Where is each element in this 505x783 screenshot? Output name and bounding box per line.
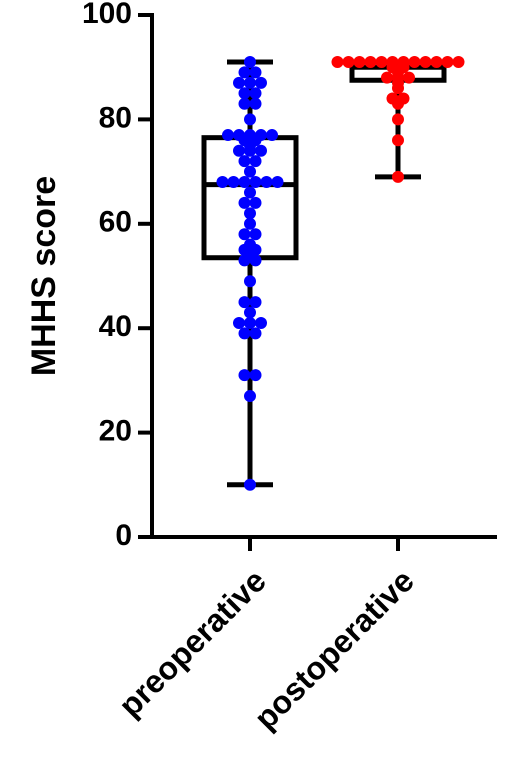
data-point [244,76,256,89]
data-point [260,176,273,189]
data-point [244,275,256,288]
data-point [392,170,404,183]
data-point [238,155,251,168]
data-point [238,296,251,309]
data-point [392,134,404,147]
data-point [244,217,256,230]
data-point [255,76,267,89]
data-point [249,228,262,241]
data-point [452,55,465,68]
data-point [430,55,443,68]
x-tick-label: preoperative [112,562,273,723]
y-tick-label: 20 [99,415,132,448]
data-point [244,165,256,178]
data-point [255,144,267,157]
data-point [244,207,256,220]
data-point [249,254,262,267]
data-point [249,296,262,309]
data-point [255,316,267,329]
data-point [249,155,262,168]
data-point [238,87,251,100]
x-tick-label: postoperative [247,562,421,736]
data-point [238,228,251,241]
data-point [244,186,256,199]
data-point [216,176,229,189]
data-point [403,71,415,84]
data-point [244,306,256,319]
data-point [238,369,251,382]
data-point [249,369,262,382]
y-tick-label: 60 [99,206,132,239]
data-point [244,478,256,491]
data-point [244,390,256,403]
y-tick-label: 40 [99,310,132,343]
data-point [244,55,256,68]
data-point [419,55,432,68]
data-point [244,113,256,126]
data-point [441,55,454,68]
data-point [238,66,251,79]
data-point [238,176,251,189]
data-point [266,129,278,142]
data-point [375,55,388,68]
data-point [238,327,251,340]
data-point [238,97,251,110]
data-point [392,82,404,95]
data-point [222,129,234,142]
data-point [342,55,355,68]
data-point [249,327,262,340]
data-point [249,87,262,100]
data-point [249,176,262,189]
data-point [392,113,404,126]
data-point [331,55,344,68]
data-point [353,55,366,68]
data-point [238,254,251,267]
y-tick-label: 80 [99,101,132,134]
data-point [249,97,262,110]
data-point [238,196,251,209]
data-point [244,144,256,157]
data-point [244,316,256,329]
data-point [249,66,262,79]
data-point [233,316,245,329]
data-point [233,76,245,89]
data-point [392,97,404,110]
y-axis-label: MHHS score [25,176,63,376]
data-point [233,144,245,157]
data-point [381,71,393,84]
data-point [408,55,421,68]
data-point [249,196,262,209]
y-tick-label: 0 [115,519,132,552]
data-point [364,55,377,68]
data-point [227,176,240,189]
data-point [271,176,284,189]
y-tick-label: 100 [82,0,132,30]
